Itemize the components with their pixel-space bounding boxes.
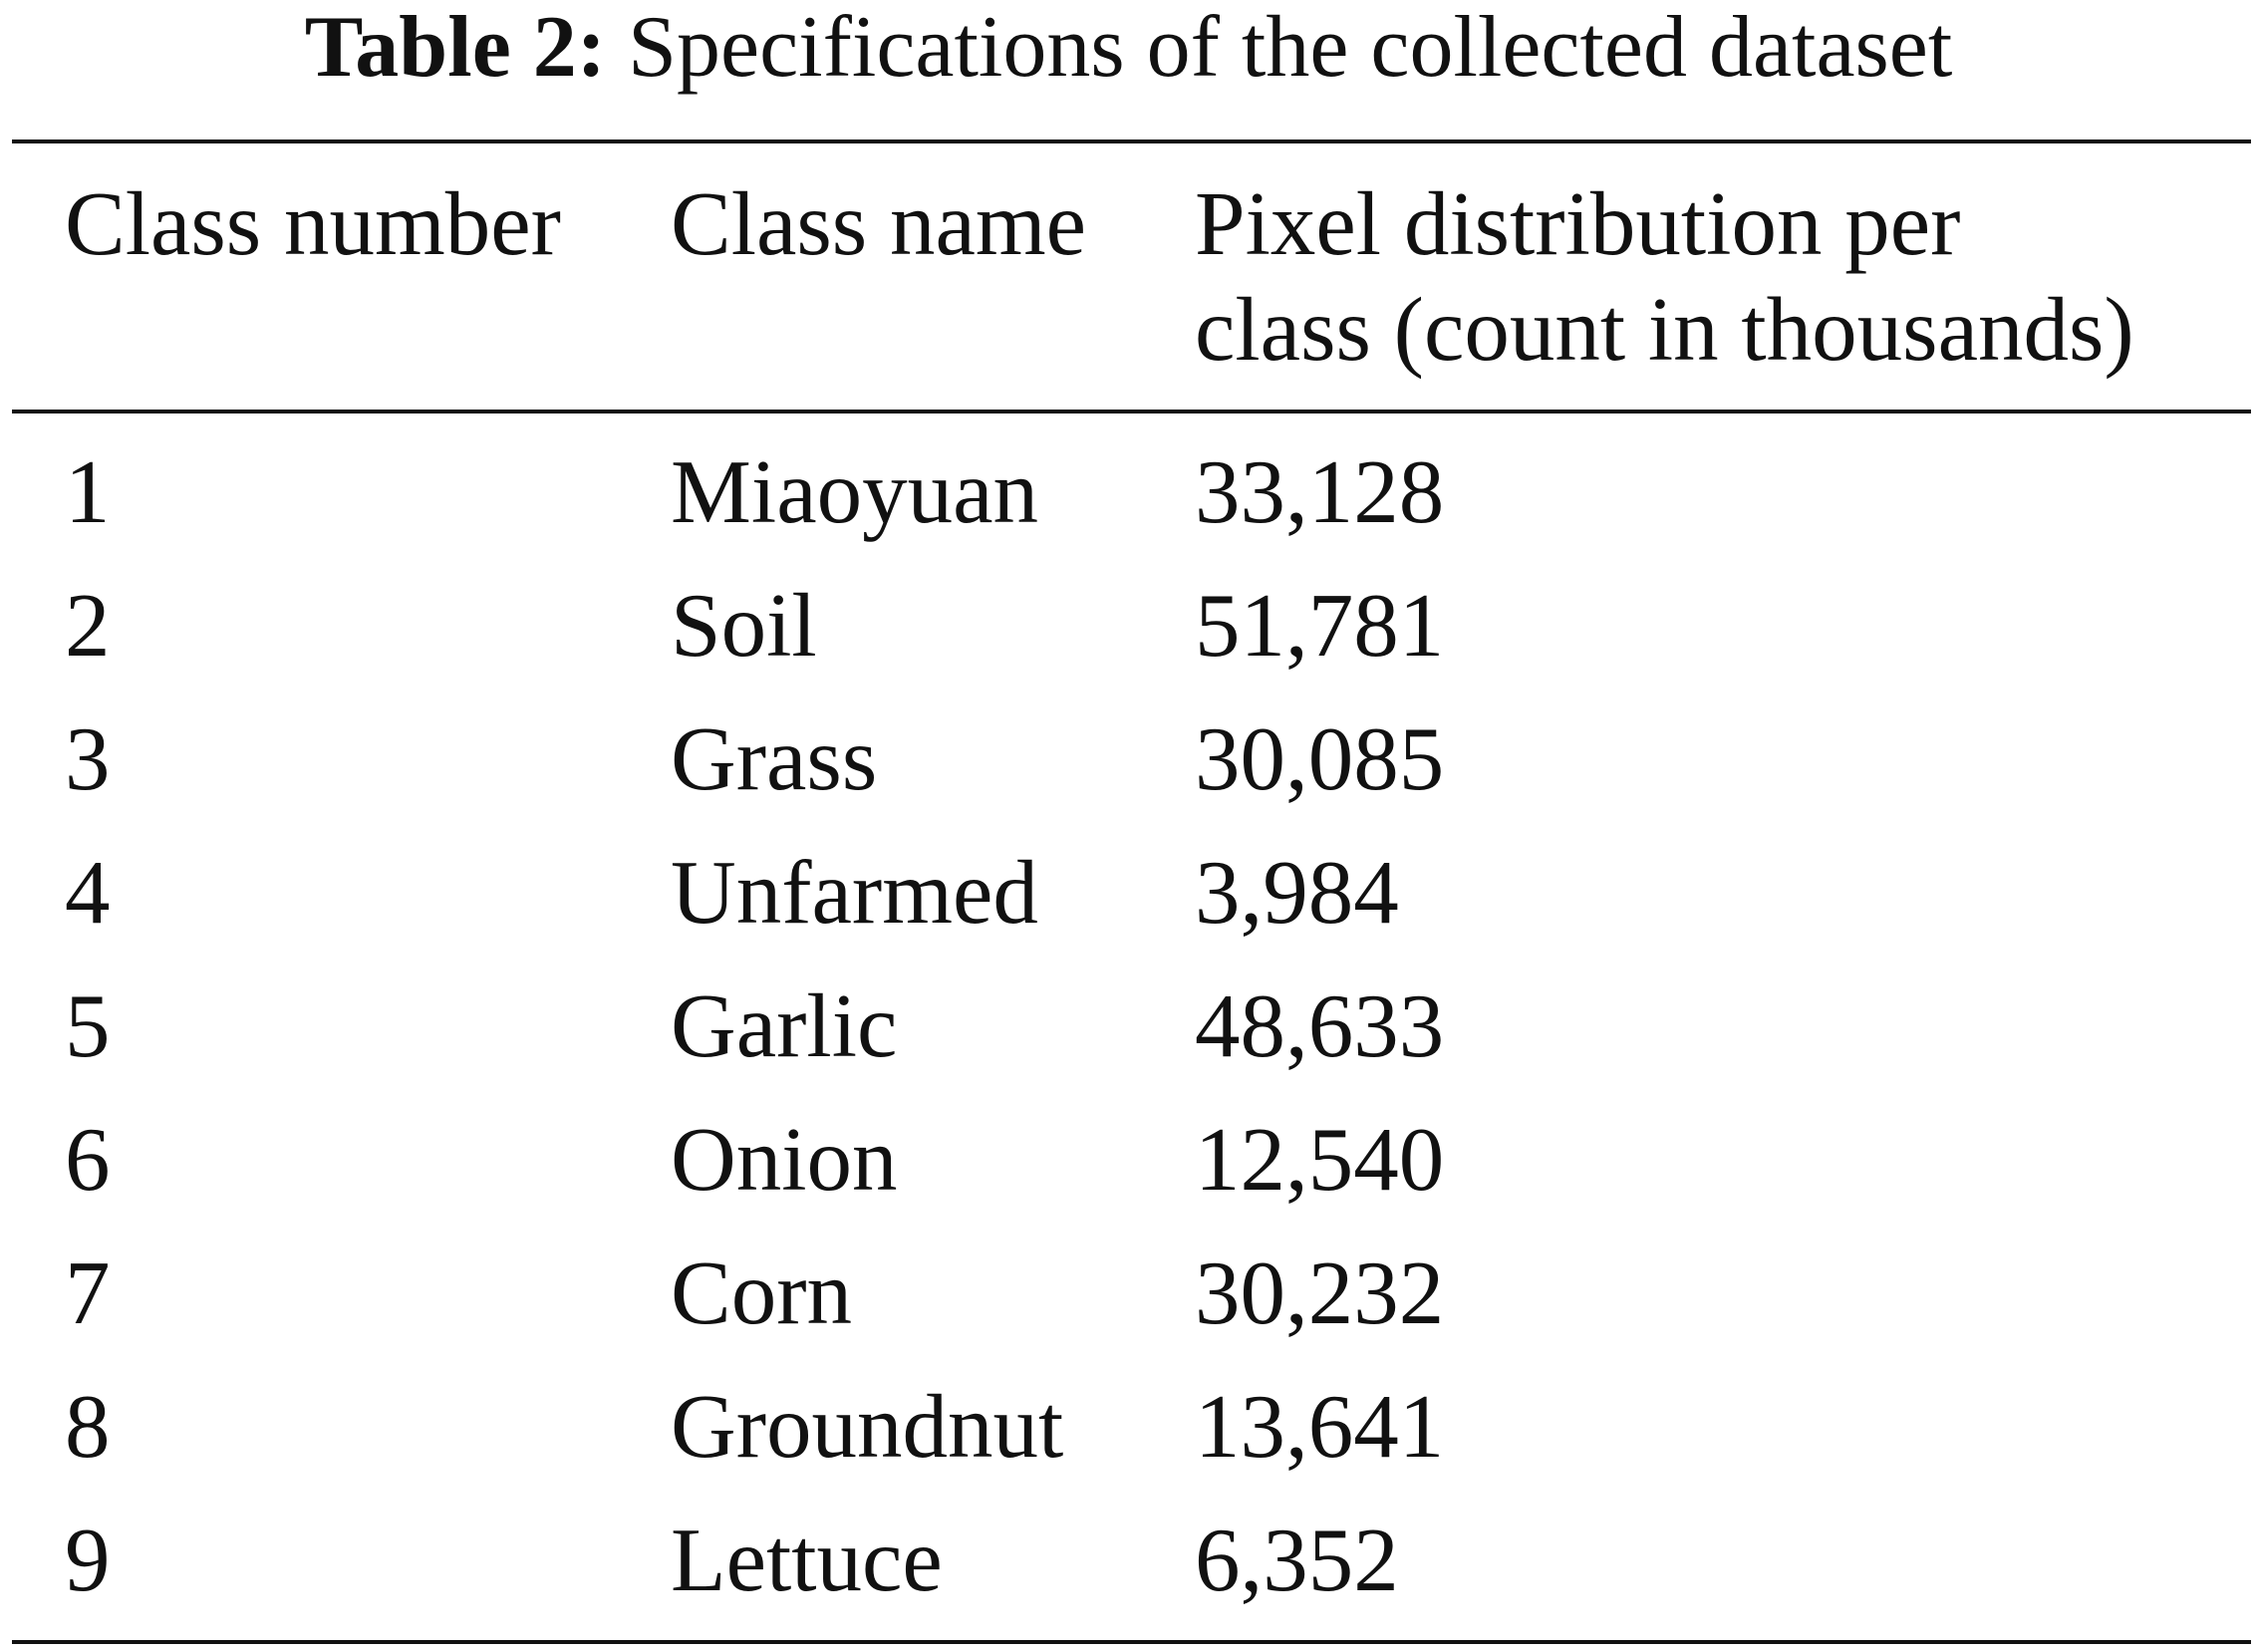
caption: Table 2: Specifications of the collected … <box>0 0 2257 96</box>
table-cell: 6,352 <box>1195 1510 1399 1610</box>
top-rule <box>12 139 2251 143</box>
header-cell: Class name <box>671 173 1087 274</box>
table-cell: 3 <box>65 708 111 809</box>
header-cell: Pixel distribution per class (count in t… <box>1195 173 2134 380</box>
table-cell: 2 <box>65 575 111 676</box>
table-cell: 7 <box>65 1242 111 1343</box>
header-cell: Class number <box>65 173 561 274</box>
table-cell: 8 <box>65 1376 111 1477</box>
table-cell: Unfarmed <box>671 842 1038 943</box>
bottom-rule <box>12 1640 2251 1644</box>
table-cell: 33,128 <box>1195 441 1445 542</box>
table-cell: Garlic <box>671 975 898 1076</box>
table-cell: Soil <box>671 575 817 676</box>
table-cell: 6 <box>65 1109 111 1210</box>
table-cell: Corn <box>671 1242 852 1343</box>
caption-text: Specifications of the collected dataset <box>628 0 1953 96</box>
table-cell: 9 <box>65 1510 111 1610</box>
table-cell: 30,085 <box>1195 708 1445 809</box>
table-cell: 1 <box>65 441 111 542</box>
table-cell: Miaoyuan <box>671 441 1038 542</box>
table-cell: 30,232 <box>1195 1242 1445 1343</box>
table-cell: 5 <box>65 975 111 1076</box>
table-cell: Onion <box>671 1109 898 1210</box>
header-rule <box>12 410 2251 413</box>
table-cell: 48,633 <box>1195 975 1445 1076</box>
table-cell: Grass <box>671 708 878 809</box>
table-cell: Groundnut <box>671 1376 1064 1477</box>
caption-label: Table 2: <box>304 0 607 96</box>
table-cell: 51,781 <box>1195 575 1445 676</box>
table-cell: 3,984 <box>1195 842 1399 943</box>
table-cell: 4 <box>65 842 111 943</box>
table-cell: Lettuce <box>671 1510 943 1610</box>
table-cell: 12,540 <box>1195 1109 1445 1210</box>
table-cell: 13,641 <box>1195 1376 1445 1477</box>
